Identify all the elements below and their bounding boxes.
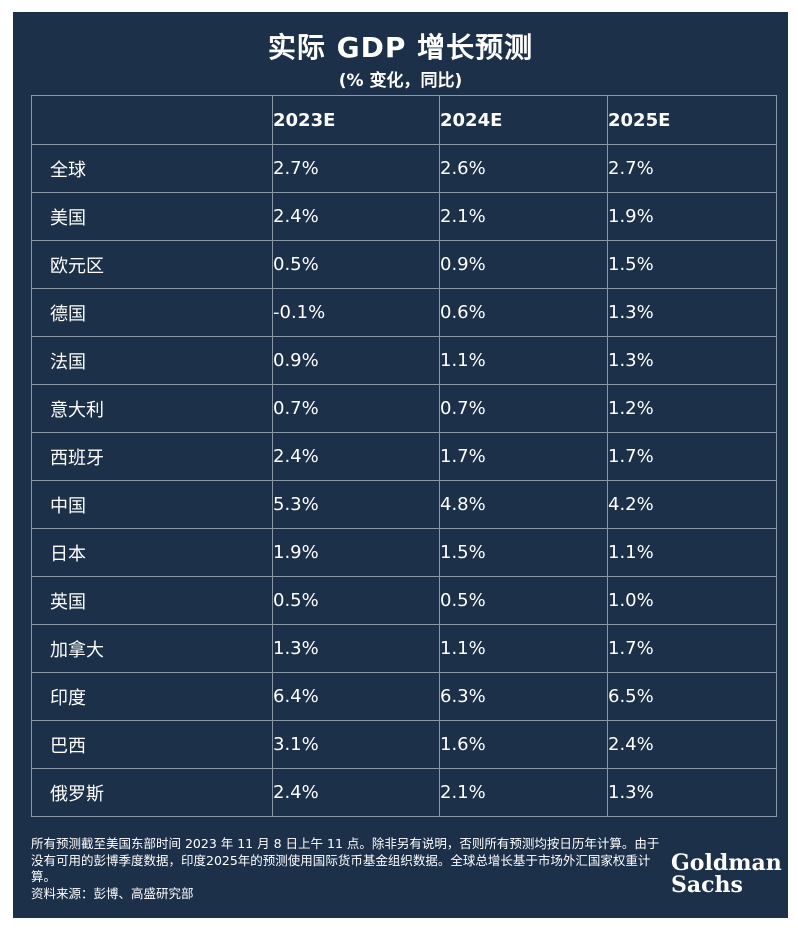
value-cell: 1.9% [607, 192, 777, 241]
value-cell: 1.1% [439, 336, 608, 385]
value-cell: -0.1% [272, 288, 440, 337]
value-cell: 0.6% [439, 288, 608, 337]
value-cell: 1.0% [607, 576, 777, 625]
footnote-text: 所有预测截至美国东部时间 2023 年 11 月 8 日上午 11 点。除非另有… [31, 836, 660, 884]
row-label: 加拿大 [31, 624, 273, 673]
value-cell: 0.9% [439, 240, 608, 289]
table-row: 加拿大 1.3% 1.1% 1.7% [31, 624, 777, 673]
value-cell: 1.3% [607, 336, 777, 385]
gdp-table: 2023E 2024E 2025E 全球 2.7% 2.6% 2.7% 美国 2.4% 2.… [31, 95, 777, 817]
value-cell: 1.7% [439, 432, 608, 481]
row-label: 欧元区 [31, 240, 273, 289]
value-cell: 0.5% [272, 576, 440, 625]
value-cell: 1.9% [272, 528, 440, 577]
value-cell: 0.7% [439, 384, 608, 433]
header-row: 2023E 2024E 2025E [31, 95, 777, 145]
header-cell-2023e: 2023E [272, 95, 440, 145]
table-row: 印度 6.4% 6.3% 6.5% [31, 672, 777, 721]
header-cell-2024e: 2024E [439, 95, 608, 145]
value-cell: 1.3% [607, 768, 777, 817]
value-cell: 1.7% [607, 624, 777, 673]
chart-card: 实际 GDP 增长预测 (% 变化，同比) 2023E 2024E 2025E … [13, 12, 788, 918]
value-cell: 1.1% [439, 624, 608, 673]
row-label: 全球 [31, 144, 273, 193]
table-row: 英国 0.5% 0.5% 1.0% [31, 576, 777, 625]
logo-line-1: Goldman [671, 850, 782, 876]
chart-title: 实际 GDP 增长预测 [267, 31, 534, 64]
row-label: 日本 [31, 528, 273, 577]
table-row: 俄罗斯 2.4% 2.1% 1.3% [31, 768, 777, 817]
table-row: 西班牙 2.4% 1.7% 1.7% [31, 432, 777, 481]
row-label: 巴西 [31, 720, 273, 769]
row-label: 俄罗斯 [31, 768, 273, 817]
table-body: 全球 2.7% 2.6% 2.7% 美国 2.4% 2.1% 1.9% 欧元区 0.5% 0.9% 1… [31, 144, 777, 817]
table-row: 法国 0.9% 1.1% 1.3% [31, 336, 777, 385]
value-cell: 1.2% [607, 384, 777, 433]
value-cell: 2.4% [272, 432, 440, 481]
row-label: 西班牙 [31, 432, 273, 481]
row-label: 印度 [31, 672, 273, 721]
row-label: 英国 [31, 576, 273, 625]
value-cell: 1.5% [607, 240, 777, 289]
logo-line-2: Sachs [671, 872, 743, 898]
table-row: 德国 -0.1% 0.6% 1.3% [31, 288, 777, 337]
value-cell: 1.3% [272, 624, 440, 673]
value-cell: 6.3% [439, 672, 608, 721]
table-row: 巴西 3.1% 1.6% 2.4% [31, 720, 777, 769]
row-label: 意大利 [31, 384, 273, 433]
value-cell: 0.5% [272, 240, 440, 289]
value-cell: 1.6% [439, 720, 608, 769]
row-label: 法国 [31, 336, 273, 385]
header-cell-label [31, 95, 273, 145]
value-cell: 3.1% [272, 720, 440, 769]
value-cell: 2.7% [272, 144, 440, 193]
value-cell: 1.5% [439, 528, 608, 577]
chart-subtitle: (% 变化，同比) [338, 71, 463, 91]
row-label: 美国 [31, 192, 273, 241]
value-cell: 6.5% [607, 672, 777, 721]
table-row: 欧元区 0.5% 0.9% 1.5% [31, 240, 777, 289]
table-row: 美国 2.4% 2.1% 1.9% [31, 192, 777, 241]
source-text: 资料来源：彭博、高盛研究部 [31, 885, 194, 901]
value-cell: 1.7% [607, 432, 777, 481]
row-label: 中国 [31, 480, 273, 529]
footnote: 所有预测截至美国东部时间 2023 年 11 月 8 日上午 11 点。除非另有… [31, 836, 661, 902]
value-cell: 1.1% [607, 528, 777, 577]
value-cell: 5.3% [272, 480, 440, 529]
value-cell: 2.1% [439, 192, 608, 241]
value-cell: 0.5% [439, 576, 608, 625]
value-cell: 2.4% [272, 192, 440, 241]
table-row: 中国 5.3% 4.8% 4.2% [31, 480, 777, 529]
value-cell: 4.8% [439, 480, 608, 529]
value-cell: 1.3% [607, 288, 777, 337]
value-cell: 2.4% [272, 768, 440, 817]
goldman-sachs-logo: Goldman Sachs [671, 852, 782, 896]
value-cell: 0.7% [272, 384, 440, 433]
value-cell: 2.4% [607, 720, 777, 769]
table-row: 日本 1.9% 1.5% 1.1% [31, 528, 777, 577]
header-cell-2025e: 2025E [607, 95, 777, 145]
value-cell: 0.9% [272, 336, 440, 385]
row-label: 德国 [31, 288, 273, 337]
table-row: 全球 2.7% 2.6% 2.7% [31, 144, 777, 193]
value-cell: 2.6% [439, 144, 608, 193]
table-row: 意大利 0.7% 0.7% 1.2% [31, 384, 777, 433]
value-cell: 6.4% [272, 672, 440, 721]
value-cell: 4.2% [607, 480, 777, 529]
value-cell: 2.1% [439, 768, 608, 817]
value-cell: 2.7% [607, 144, 777, 193]
